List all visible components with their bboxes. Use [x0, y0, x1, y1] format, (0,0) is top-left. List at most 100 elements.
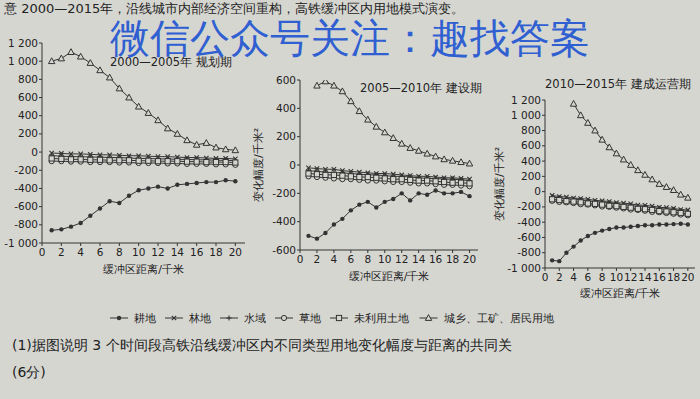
data-point: [657, 222, 661, 226]
data-point: [593, 231, 597, 235]
y-tick-label: 600: [521, 139, 541, 151]
data-point: [408, 198, 412, 202]
data-point: [433, 188, 437, 192]
x-tick-label: 6: [348, 253, 355, 265]
data-point: [383, 200, 387, 204]
data-point: [663, 184, 669, 190]
data-point: [88, 157, 93, 162]
data-point: [614, 225, 618, 229]
series-line: [52, 52, 236, 150]
y-tick-label: 600: [276, 74, 296, 86]
x-axis: [42, 243, 245, 244]
data-point: [315, 236, 319, 240]
data-point: [184, 159, 189, 164]
x-tick-label: 4: [331, 253, 338, 265]
data-point: [213, 159, 218, 164]
x-tick-label: 12: [151, 246, 164, 258]
y-tick-label: 0: [289, 159, 296, 171]
legend-label: 耕地: [134, 312, 156, 325]
data-point: [214, 180, 218, 184]
data-point: [621, 204, 626, 209]
data-point: [136, 158, 141, 163]
data-point: [599, 136, 605, 142]
chart: -600-400-2000200400600024681012141618202…: [252, 74, 482, 284]
data-point: [69, 224, 73, 228]
data-point: [649, 176, 655, 182]
data-point: [391, 197, 395, 201]
data-point: [600, 202, 605, 207]
data-point: [433, 179, 438, 184]
data-point: [570, 100, 576, 106]
y-tick: [39, 206, 42, 207]
chart-title: 2005—2010年 建设期: [360, 81, 482, 95]
data-point: [592, 127, 598, 133]
data-point: [348, 98, 354, 104]
data-point: [442, 191, 446, 195]
x-tick-label: 8: [364, 253, 371, 265]
data-point: [68, 49, 74, 55]
y-tick: [542, 237, 545, 238]
data-point: [424, 150, 430, 156]
x-tick-label: 8: [599, 271, 606, 283]
data-point: [656, 181, 662, 187]
data-point: [557, 197, 562, 202]
y-tick: [542, 115, 545, 116]
y-tick: [39, 224, 42, 225]
data-point: [357, 202, 361, 206]
chart-title: 2010—2015年 建成运营期: [545, 77, 691, 91]
y-tick: [542, 222, 545, 223]
series-line: [52, 180, 236, 230]
x-tick-label: 18: [446, 253, 459, 265]
x-tick-label: 10: [378, 253, 391, 265]
legend-item: 草地: [275, 312, 321, 325]
data-point: [232, 147, 238, 153]
data-point: [174, 131, 180, 137]
y-tick: [297, 136, 300, 137]
data-point: [585, 120, 591, 126]
data-point: [175, 183, 179, 187]
data-point: [620, 156, 626, 162]
x-tick-label: 6: [97, 246, 104, 258]
data-point: [204, 180, 208, 184]
data-point: [145, 110, 151, 116]
data-point: [107, 158, 112, 163]
y-tick-label: 800: [521, 124, 541, 136]
y-tick-label: 0: [31, 146, 38, 158]
y-tick: [542, 130, 545, 131]
x-tick-label: 0: [297, 253, 304, 265]
legend-item: 城乡、工矿、居民用地: [420, 312, 554, 325]
data-point: [373, 123, 379, 129]
data-point: [670, 187, 676, 193]
y-tick-label: 200: [18, 127, 38, 139]
data-point: [635, 167, 641, 173]
page: 意 2000—2015年，沿线城市内部经济空间重构，高铁缓冲区内用地模式演变。-…: [0, 0, 700, 399]
data-point: [579, 238, 583, 242]
y-tick-label: -800: [14, 218, 38, 230]
legend-marker: [226, 315, 231, 320]
data-point: [340, 173, 345, 178]
data-point: [155, 117, 161, 123]
x-tick-label: 16: [190, 246, 204, 258]
data-point: [194, 159, 199, 164]
data-point: [68, 157, 73, 162]
data-point: [613, 150, 619, 156]
data-point: [467, 194, 471, 198]
x-tick-label: 20: [463, 253, 476, 265]
data-point: [78, 221, 82, 225]
data-point: [146, 186, 150, 190]
y-tick: [542, 161, 545, 162]
data-point: [165, 186, 169, 190]
data-point: [97, 157, 102, 162]
data-point: [59, 156, 64, 161]
data-point: [606, 144, 612, 150]
data-point: [213, 144, 219, 150]
data-point: [650, 223, 654, 227]
y-axis: [545, 100, 546, 268]
data-point: [607, 203, 612, 208]
data-point: [117, 158, 122, 163]
data-point: [164, 125, 170, 131]
y-tick-label: -800: [517, 246, 541, 258]
y-tick-label: 1 000: [511, 109, 541, 121]
data-point: [432, 153, 438, 159]
data-point: [49, 156, 54, 161]
